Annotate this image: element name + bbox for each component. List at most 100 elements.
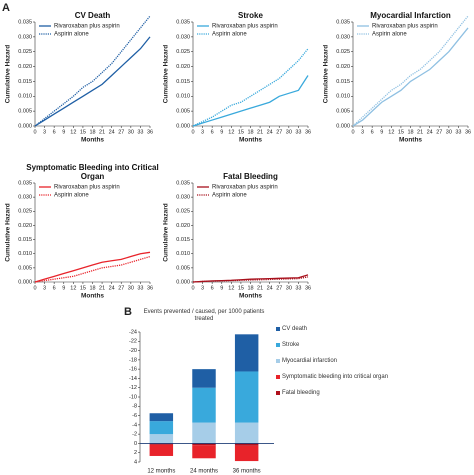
x-tick-label: 18 <box>407 129 413 135</box>
x-axis-label: Months <box>399 137 422 144</box>
legend-swatch <box>276 375 280 379</box>
y-tick-label: 0.030 <box>18 195 32 201</box>
x-axis-label: Months <box>239 137 262 144</box>
y-tick-label: 2 <box>134 450 137 456</box>
legend-label: Aspirin alone <box>54 32 89 38</box>
bar-segment <box>149 421 174 435</box>
series-line <box>352 27 469 127</box>
bar-segment <box>234 445 259 462</box>
y-tick-label: 0.025 <box>18 49 32 55</box>
bar-segment <box>192 387 216 423</box>
y-tick-label: -24 <box>129 329 137 335</box>
x-tick-label: 21 <box>99 129 105 135</box>
y-axis-label: Cumulative Hazard <box>163 203 170 262</box>
x-tick-label: 21 <box>417 129 423 135</box>
x-tick-label: 33 <box>455 129 461 135</box>
bar-segment <box>192 445 216 459</box>
x-tick-label: 21 <box>257 129 263 135</box>
y-tick-label: -12 <box>129 385 137 391</box>
legend-label: Rivaroxaban plus aspirin <box>54 24 120 30</box>
y-tick-label: -10 <box>129 394 137 400</box>
y-axis-label: Cumulative Hazard <box>163 45 170 104</box>
y-tick-label: 0.005 <box>18 109 32 115</box>
x-tick-label: 33 <box>137 129 143 135</box>
x-tick-label: 36 <box>305 285 311 291</box>
x-tick-label: 18 <box>247 285 253 291</box>
legend-label: Fatal bleeding <box>282 389 320 396</box>
x-tick-label: 27 <box>276 129 282 135</box>
series-line <box>352 15 469 127</box>
y-tick-label: 0.030 <box>176 34 190 40</box>
y-tick-label: 0.010 <box>18 251 32 257</box>
x-tick-label: 36 <box>147 129 153 135</box>
y-tick-label: 0.020 <box>176 64 190 70</box>
legend-swatch <box>276 391 280 395</box>
chart-title: Fatal Bleeding <box>223 172 278 181</box>
x-tick-label: 9 <box>220 285 223 291</box>
legend-swatch <box>276 343 280 347</box>
series-line <box>192 274 309 283</box>
y-tick-label: 0.025 <box>176 49 190 55</box>
legend-swatch <box>276 327 280 331</box>
y-tick-label: 4 <box>134 459 137 465</box>
x-tick-label: 36 <box>147 285 153 291</box>
x-tick-label: 27 <box>436 129 442 135</box>
panel-label: A <box>2 2 10 14</box>
y-tick-label: 0.030 <box>336 34 350 40</box>
y-tick-label: -22 <box>129 339 137 345</box>
y-tick-label: 0.035 <box>176 19 190 25</box>
y-tick-label: 0 <box>134 441 137 447</box>
annotation: Events prevented / caused, per 1000 pati… <box>143 309 265 322</box>
x-tick-label: 12 <box>228 129 234 135</box>
y-axis-label: Cumulative Hazard <box>5 203 12 262</box>
y-tick-label: 0.005 <box>336 109 350 115</box>
y-tick-label: 0.005 <box>18 265 32 271</box>
legend-label: Aspirin alone <box>372 32 407 38</box>
x-tick-label: 0 <box>33 129 36 135</box>
series-line <box>34 36 151 127</box>
y-tick-label: 0.010 <box>176 94 190 100</box>
x-tick-label: 36 <box>305 129 311 135</box>
series-line <box>192 48 309 127</box>
bar-segment <box>234 422 259 444</box>
x-tick-label: 30 <box>128 285 134 291</box>
legend-label: CV death <box>282 325 308 332</box>
x-axis-label: Months <box>81 137 104 144</box>
x-tick-label: 6 <box>53 129 56 135</box>
x-tick-label: 18 <box>89 285 95 291</box>
y-tick-label: 0.010 <box>176 251 190 257</box>
legend-label: Symptomatic bleeding into critical organ <box>282 373 389 380</box>
y-tick-label: 0.020 <box>18 223 32 229</box>
y-tick-label: 0.025 <box>176 209 190 215</box>
x-tick-label: 30 <box>286 285 292 291</box>
chart-title: CV Death <box>74 11 111 20</box>
x-tick-label: 24 <box>267 129 273 135</box>
x-tick-label: 15 <box>238 285 244 291</box>
y-tick-label: 0.035 <box>18 180 32 186</box>
x-tick-label: 21 <box>257 285 263 291</box>
x-tick-label: 36 months <box>233 469 261 475</box>
bar-segment <box>149 434 174 444</box>
y-tick-label: -16 <box>129 367 137 373</box>
x-tick-label: 30 <box>286 129 292 135</box>
y-tick-label: 0.000 <box>18 279 32 285</box>
x-tick-label: 33 <box>295 129 301 135</box>
x-tick-label: 24 <box>109 129 115 135</box>
chart-title: Myocardial Infarction <box>370 11 451 20</box>
y-tick-label: 0.035 <box>336 19 350 25</box>
bar-segment <box>149 443 174 445</box>
chart-title: Symptomatic Bleeding into Critical Organ <box>26 163 159 181</box>
y-tick-label: 0.020 <box>336 64 350 70</box>
x-tick-label: 6 <box>211 285 214 291</box>
y-tick-label: -2 <box>132 432 137 438</box>
x-tick-label: 0 <box>351 129 354 135</box>
x-tick-label: 27 <box>118 285 124 291</box>
x-tick-label: 0 <box>191 129 194 135</box>
y-tick-label: 0.035 <box>18 19 32 25</box>
x-tick-label: 15 <box>398 129 404 135</box>
x-tick-label: 36 <box>465 129 471 135</box>
bar-segment <box>192 443 216 446</box>
x-tick-label: 30 <box>128 129 134 135</box>
x-tick-label: 33 <box>295 285 301 291</box>
series-line <box>34 255 151 283</box>
